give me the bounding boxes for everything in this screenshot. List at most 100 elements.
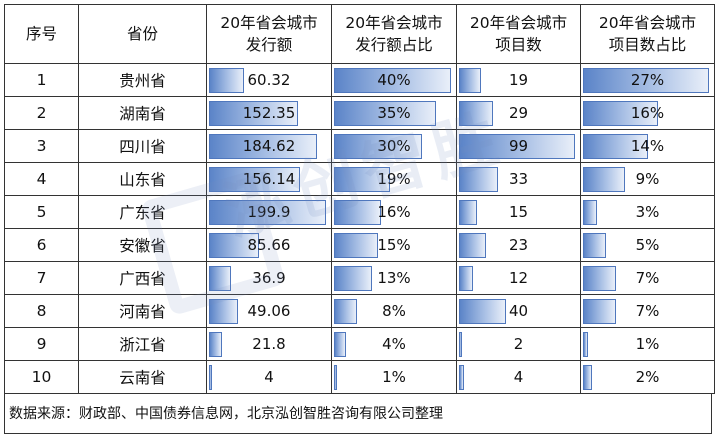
cell-value: 29 — [508, 103, 529, 122]
data-bar — [583, 199, 597, 225]
data-bar — [334, 232, 378, 258]
data-bar — [583, 232, 606, 258]
data-bar — [209, 331, 222, 357]
data-bar — [209, 166, 300, 192]
data-bar — [459, 133, 575, 159]
cell-value: 7% — [635, 268, 660, 287]
cell-value: 4 — [264, 367, 274, 386]
data-bar — [334, 364, 337, 390]
cell-value: 85.66 — [247, 235, 291, 254]
cell-amount: 4 — [206, 360, 332, 394]
cell-count-share: 9% — [580, 162, 715, 196]
data-bar — [334, 298, 357, 324]
cell-value: 152.35 — [242, 103, 296, 122]
cell-value: 19 — [508, 70, 529, 89]
row-index: 2 — [4, 96, 79, 130]
cell-value: 9% — [635, 169, 660, 188]
cell-count: 99 — [456, 129, 581, 163]
cell-value: 156.14 — [242, 169, 296, 188]
data-bar — [459, 298, 506, 324]
cell-value: 99 — [508, 136, 529, 155]
row-province: 四川省 — [78, 129, 207, 163]
data-bar — [583, 166, 625, 192]
data-bar — [583, 331, 588, 357]
table-row: 7 广西省 36.9 13% 12 7% — [4, 261, 715, 295]
cell-count: 29 — [456, 96, 581, 130]
cell-count-share: 27% — [580, 63, 715, 97]
row-index: 5 — [4, 195, 79, 229]
cell-value: 35% — [377, 103, 411, 122]
cell-value: 23 — [508, 235, 529, 254]
header-province: 省份 — [78, 4, 207, 64]
data-bar — [583, 364, 592, 390]
data-bar — [459, 331, 462, 357]
data-bar — [209, 364, 212, 390]
province-bond-table: 序号 省份 20年省会城市 发行额 20年省会城市 发行额占比 20年省会城市 项目数… — [4, 4, 715, 394]
cell-amount-share: 8% — [331, 294, 457, 328]
data-bar — [583, 67, 709, 93]
cell-value: 13% — [377, 268, 411, 287]
row-province: 云南省 — [78, 360, 207, 394]
cell-value: 3% — [635, 202, 660, 221]
cell-value: 5% — [635, 235, 660, 254]
data-bar — [459, 67, 481, 93]
cell-amount-share: 1% — [331, 360, 457, 394]
row-index: 7 — [4, 261, 79, 295]
cell-count-share: 16% — [580, 96, 715, 130]
data-bar — [583, 298, 616, 324]
cell-count-share: 5% — [580, 228, 715, 262]
cell-amount-share: 15% — [331, 228, 457, 262]
cell-amount: 49.06 — [206, 294, 332, 328]
cell-value: 1% — [635, 334, 660, 353]
data-bar — [334, 331, 346, 357]
table-row: 9 浙江省 21.8 4% 2 1% — [4, 327, 715, 361]
cell-value: 184.62 — [242, 136, 296, 155]
data-bar — [209, 298, 238, 324]
table-row: 5 广东省 199.9 16% 15 3% — [4, 195, 715, 229]
cell-amount-share: 19% — [331, 162, 457, 196]
cell-count: 19 — [456, 63, 581, 97]
header-text: 20年省会城市 项目数 — [469, 14, 568, 54]
cell-amount-share: 35% — [331, 96, 457, 130]
row-index: 9 — [4, 327, 79, 361]
data-bar — [209, 265, 231, 291]
row-province: 广西省 — [78, 261, 207, 295]
row-province: 广东省 — [78, 195, 207, 229]
cell-amount: 21.8 — [206, 327, 332, 361]
data-table-wrapper: 序号 省份 20年省会城市 发行额 20年省会城市 发行额占比 20年省会城市 项目数… — [4, 4, 715, 434]
data-bar — [334, 265, 372, 291]
row-province: 山东省 — [78, 162, 207, 196]
cell-count-share: 3% — [580, 195, 715, 229]
cell-count-share: 2% — [580, 360, 715, 394]
table-row: 1 贵州省 60.32 40% 19 27% — [4, 63, 715, 97]
data-bar — [334, 100, 436, 126]
cell-value: 33 — [508, 169, 529, 188]
cell-count: 2 — [456, 327, 581, 361]
row-index: 3 — [4, 129, 79, 163]
cell-value: 2 — [513, 334, 524, 353]
cell-value: 40% — [377, 70, 411, 89]
row-province: 河南省 — [78, 294, 207, 328]
row-index: 1 — [4, 63, 79, 97]
row-province: 浙江省 — [78, 327, 207, 361]
table-row: 2 湖南省 152.35 35% 29 16% — [4, 96, 715, 130]
table-row: 8 河南省 49.06 8% 40 7% — [4, 294, 715, 328]
cell-value: 49.06 — [247, 301, 291, 320]
header-count: 20年省会城市 项目数 — [456, 4, 581, 64]
data-bar — [583, 265, 616, 291]
cell-value: 60.32 — [247, 70, 291, 89]
cell-count: 40 — [456, 294, 581, 328]
row-index: 4 — [4, 162, 79, 196]
data-bar — [334, 166, 390, 192]
header-amount: 20年省会城市 发行额 — [206, 4, 332, 64]
cell-amount: 199.9 — [206, 195, 332, 229]
data-bar — [334, 67, 451, 93]
cell-value: 15 — [508, 202, 529, 221]
header-text: 20年省会城市 发行额占比 — [345, 14, 443, 54]
data-bar — [209, 232, 259, 258]
data-bar — [459, 100, 493, 126]
data-bar — [459, 166, 498, 192]
cell-count: 15 — [456, 195, 581, 229]
cell-amount: 184.62 — [206, 129, 332, 163]
cell-value: 4 — [513, 367, 524, 386]
